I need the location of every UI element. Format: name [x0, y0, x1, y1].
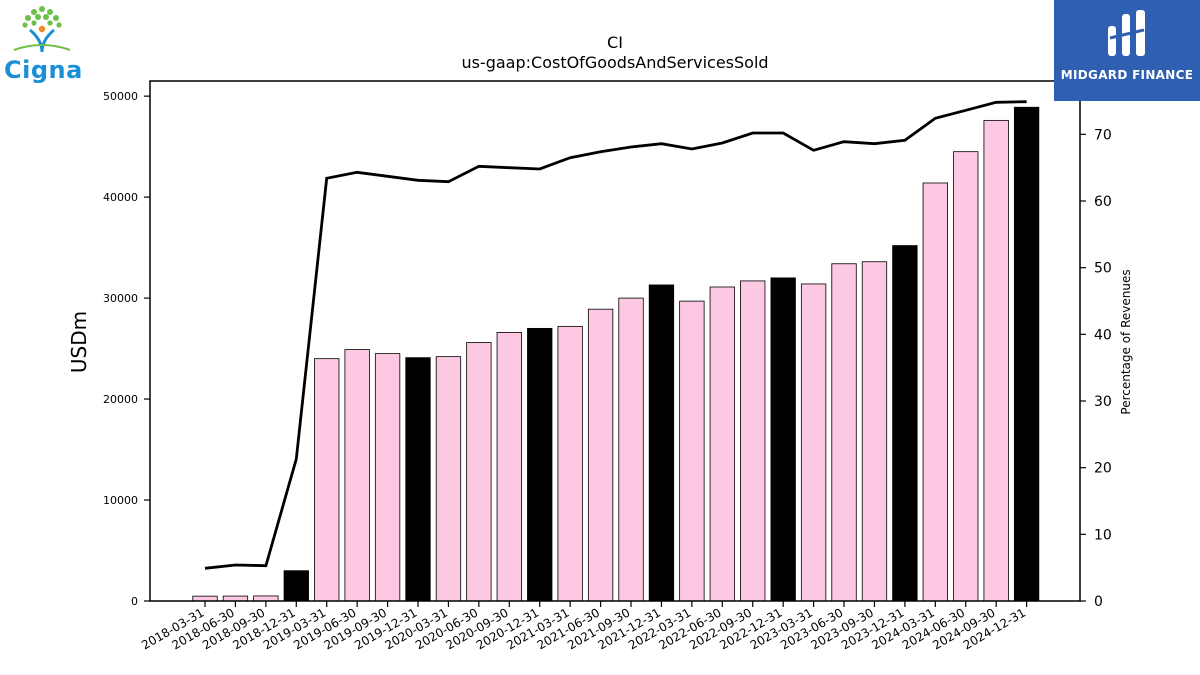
- bar-2022-06-30: [709, 286, 735, 602]
- y-right-tick-label: 40: [1094, 327, 1112, 343]
- bar-2022-12-31: [770, 277, 796, 602]
- bar-2023-03-31: [800, 283, 827, 602]
- bar-2018-12-31: [283, 570, 309, 602]
- tree-icon: [13, 6, 71, 53]
- percentage-line: [204, 100, 1027, 570]
- bar-2019-06-30: [344, 349, 370, 602]
- bar-2024-12-31: [1013, 106, 1040, 602]
- bar-2019-09-30: [374, 353, 401, 602]
- bar-2019-12-31: [405, 357, 431, 602]
- bar-2018-09-30: [253, 595, 279, 602]
- y-axis-right: 0 10 20 30 40 50 60 70: [1080, 127, 1112, 610]
- cigna-logo-text: Cigna: [4, 56, 83, 84]
- midgard-emblem-icon: [1108, 10, 1145, 56]
- y-right-tick-label: 30: [1094, 394, 1112, 410]
- bar-2020-09-30: [496, 332, 522, 602]
- y-right-tick-label: 60: [1094, 194, 1112, 210]
- bar-2024-06-30: [953, 151, 979, 602]
- chart-subtitle: us-gaap:CostOfGoodsAndServicesSold: [461, 53, 768, 72]
- chart-title: CI: [607, 33, 623, 52]
- y-right-tick-label: 50: [1094, 261, 1112, 277]
- y-right-tick-label: 10: [1094, 527, 1112, 543]
- bar-2020-06-30: [466, 342, 492, 602]
- y-right-tick-label: 0: [1094, 594, 1103, 610]
- bar-2023-09-30: [861, 261, 888, 602]
- y-tick-label: 0: [131, 595, 138, 608]
- bar-2023-12-31: [892, 245, 918, 602]
- plot-frame: [149, 80, 1081, 602]
- bar-2019-03-31: [314, 358, 340, 602]
- bar-2021-09-30: [618, 297, 644, 602]
- bar-2024-09-30: [983, 119, 1009, 602]
- y-tick-label: 40000: [103, 191, 138, 204]
- y-right-tick-label: 20: [1094, 461, 1112, 477]
- y-axis-left: 0 10000 20000 30000 40000 50000: [103, 90, 150, 608]
- y-tick-label: 10000: [103, 494, 138, 507]
- bar-2024-03-31: [922, 182, 948, 602]
- cigna-logo: Cigna: [0, 0, 86, 92]
- y-right-tick-label: 70: [1094, 127, 1112, 143]
- bar-2021-03-31: [557, 325, 583, 602]
- y-axis-right-label: Percentage of Revenues: [1119, 269, 1133, 414]
- y-tick-label: 50000: [103, 90, 138, 103]
- midgard-logo-text: MIDGARD FINANCE: [1060, 68, 1194, 82]
- bars-group: [192, 106, 1040, 602]
- y-tick-label: 20000: [103, 393, 138, 406]
- bar-2021-12-31: [648, 284, 675, 602]
- y-tick-label: 30000: [103, 292, 138, 305]
- bar-2023-06-30: [831, 263, 857, 602]
- bar-2020-12-31: [527, 327, 553, 602]
- x-axis: 2018-03-312018-06-302018-09-302018-12-31…: [139, 601, 1028, 652]
- bar-2020-03-31: [435, 356, 462, 602]
- bar-2022-09-30: [740, 280, 766, 602]
- y-axis-label: USDm: [67, 311, 91, 373]
- bar-2022-03-31: [679, 300, 705, 602]
- midgard-finance-logo: MIDGARD FINANCE: [1054, 0, 1200, 101]
- bar-2021-06-30: [587, 308, 614, 602]
